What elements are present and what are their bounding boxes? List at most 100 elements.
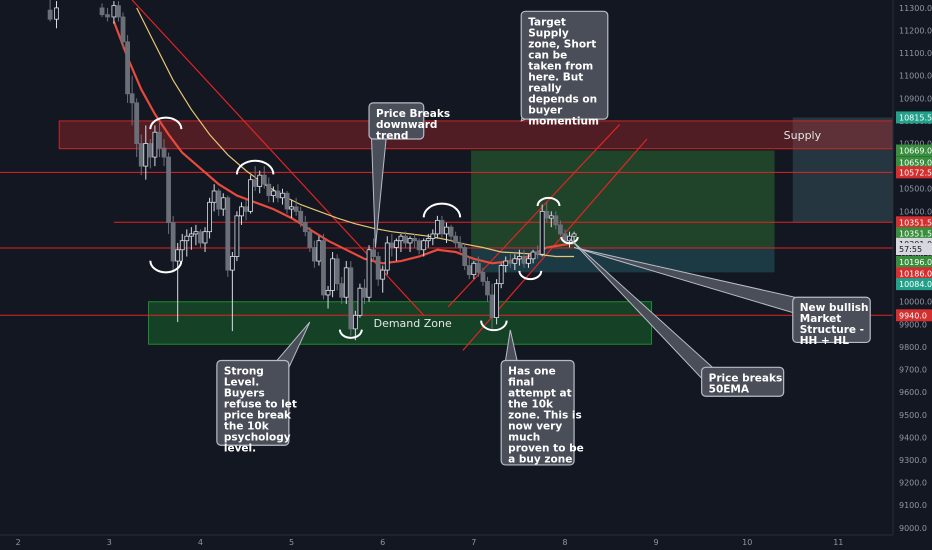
candle-body [480,271,486,282]
callout-text-line: momentium [528,115,599,127]
candle-body [334,258,340,285]
x-tick-label: 11 [833,538,843,547]
candle-body [530,251,536,260]
x-tick-label: 4 [198,538,203,547]
candle [225,195,231,277]
candle-body [298,210,304,224]
candle [261,166,267,189]
trend-line [447,124,621,308]
callout-text-line: Level. [224,377,259,389]
y-tick-label: 9800.0 [899,343,927,352]
candle [275,184,281,203]
candle-body [571,233,577,237]
callout-text-line: zone, Short [528,38,596,50]
candle [325,285,331,309]
candle [198,229,203,248]
candle-body [216,190,222,210]
candle-body [54,7,59,20]
price-tag-label: 10669.0 [899,147,932,156]
callout-box [792,296,871,344]
candle-body [380,269,386,280]
candle [125,35,130,103]
price-tag: 10351.5 [896,227,932,240]
price-tag: 10351.5 [896,216,932,229]
candle [111,1,117,24]
candle-body [471,262,477,276]
swing-point-arc [480,320,508,332]
y-tick-label: 10500.0 [899,185,932,194]
x-tick-label: 5 [289,538,294,547]
candle [521,249,527,268]
candle-body [489,294,495,318]
candle-body [457,242,463,248]
price-tag: 9940.0 [896,309,932,322]
swing-point-arc [536,196,561,207]
candle-body [211,190,217,203]
callout-text-line: Strong [224,366,264,378]
price-tag-background [896,144,932,157]
candle [307,227,313,253]
swing-point-arc [560,236,579,245]
candle-body [412,238,418,242]
callout-text-line: level. [224,443,256,455]
candle [120,12,126,49]
price-tag-background [896,255,932,268]
candle [330,252,335,298]
swing-point-arc [518,270,543,280]
candle-body [125,41,130,95]
y-tick-label: 10900.0 [899,94,932,103]
candle-body [207,201,212,233]
candle [99,3,105,17]
candle [143,125,149,180]
price-tag-label: 10186.0 [899,269,932,278]
candle-body [339,283,345,298]
candle [434,215,440,239]
ema-layer [112,7,575,265]
candle [439,215,445,239]
x-tick-label: 8 [562,538,567,547]
price-tag-label: 10815.5 [899,113,932,122]
candle [526,254,531,268]
x-tick-label: 6 [380,538,385,547]
candle-body [407,238,413,244]
callout-text-line: New bullish [800,302,869,314]
candle [234,211,240,262]
price-tag: 10669.0 [896,144,932,157]
candle-body [307,231,313,248]
candle [371,238,377,262]
candle-body [521,256,527,264]
candle-body [99,7,105,16]
candle [293,197,299,216]
candle [530,249,536,264]
callout-text-line: a buy zone [508,454,572,466]
candle-body [280,192,285,199]
y-tick-label: 10400.0 [899,207,932,216]
y-tick-label: 11000.0 [899,72,932,81]
y-tick-label: 11200.0 [899,27,932,36]
candle-body [562,233,568,242]
candle [430,229,436,246]
ema-slow-line [136,7,575,258]
candle-body [393,240,399,248]
y-tick-label: 10700.0 [899,140,932,149]
candle-body [202,231,208,244]
candle [216,188,222,216]
candle [475,256,481,277]
candle-body [430,233,436,239]
y-tick-label: 9700.0 [899,366,927,375]
candle-body [261,174,267,185]
candle-body [384,242,390,271]
candle-body [448,226,454,237]
candle-body [366,249,372,298]
candle [129,75,135,126]
x-tick-label: 10 [742,538,752,547]
candle [393,238,399,262]
y-tick-label: 9200.0 [899,479,927,488]
candle [380,265,386,293]
candle [462,242,468,271]
